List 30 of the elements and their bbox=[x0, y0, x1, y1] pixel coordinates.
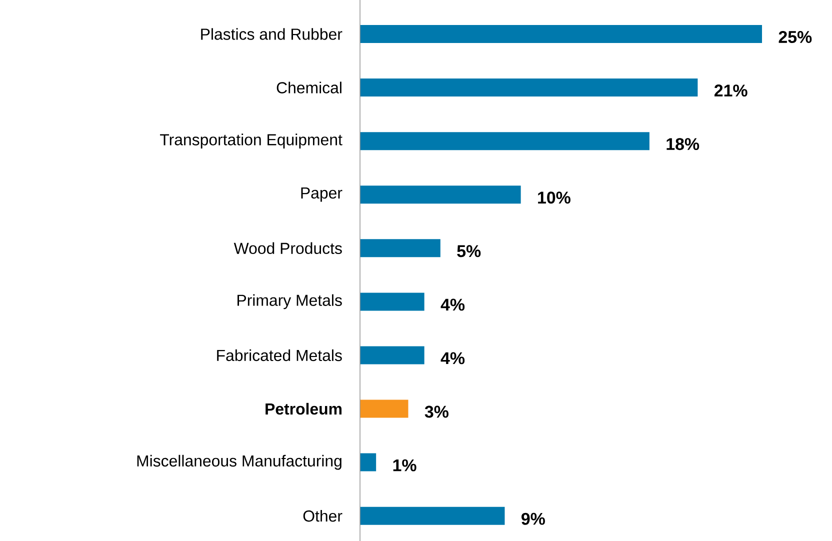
bar bbox=[360, 132, 650, 150]
data-label: 4% bbox=[440, 352, 465, 364]
data-label: 1% bbox=[393, 459, 416, 472]
bar bbox=[360, 25, 762, 43]
bar bbox=[360, 78, 698, 97]
data-label: 21% bbox=[714, 84, 748, 97]
bar bbox=[360, 506, 505, 525]
data-label: 9% bbox=[522, 512, 545, 525]
data-label: 4% bbox=[440, 298, 465, 311]
data-label: 10% bbox=[538, 192, 570, 204]
bar bbox=[360, 453, 376, 472]
bar bbox=[360, 239, 440, 258]
bar bbox=[360, 186, 521, 204]
y-tick-label: Petroleum bbox=[266, 402, 342, 415]
bar bbox=[360, 292, 424, 311]
y-tick-label: Fabricated Metals bbox=[217, 349, 342, 362]
bar bbox=[360, 346, 424, 364]
y-tick-label: Plastics and Rubber bbox=[201, 28, 342, 40]
data-label: 18% bbox=[666, 138, 700, 150]
y-tick-label: Primary Metals bbox=[238, 294, 342, 310]
y-tick-label: Other bbox=[303, 510, 342, 522]
y-tick-label: Chemical bbox=[276, 82, 342, 94]
data-label: 25% bbox=[778, 31, 812, 43]
y-tick-label: Transportation Equipment bbox=[160, 134, 342, 149]
bar bbox=[360, 400, 408, 418]
data-label: 5% bbox=[457, 245, 481, 258]
y-tick-label: Miscellaneous Manufacturing bbox=[137, 454, 342, 470]
data-label: 3% bbox=[424, 406, 448, 418]
y-tick-label: Paper bbox=[301, 187, 342, 202]
y-tick-label: Wood Products bbox=[234, 242, 342, 254]
